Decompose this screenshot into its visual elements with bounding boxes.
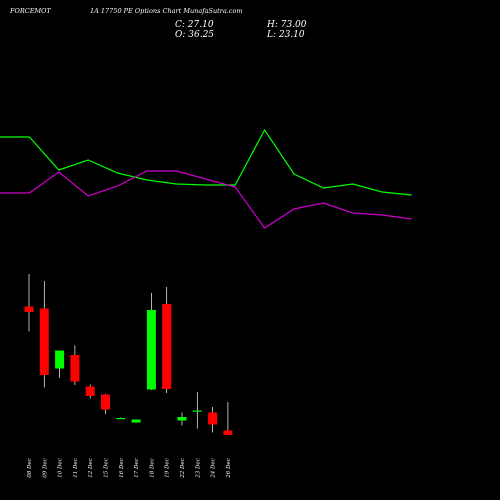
candle-body <box>162 304 172 389</box>
x-tick-label: 12 Dec <box>88 458 94 478</box>
x-tick-label: 18 Dec <box>149 458 155 478</box>
candle <box>24 274 34 332</box>
candle-body <box>223 430 233 435</box>
indicator-line-2 <box>0 170 412 229</box>
x-tick-label: 24 Dec <box>211 458 217 479</box>
x-tick-label: 09 Dec <box>42 458 48 478</box>
x-tick-label: 26 Dec <box>226 458 232 479</box>
x-tick-label: 11 Dec <box>73 458 79 478</box>
candle-body <box>146 310 156 390</box>
chart-symbol: FORCEMOT <box>10 7 51 15</box>
x-tick-label: 19 Dec <box>165 458 171 478</box>
candle <box>177 412 187 426</box>
candle-body <box>70 355 80 382</box>
x-tick-label: 15 Dec <box>104 458 110 478</box>
x-tick-label: 08 Dec <box>27 458 33 478</box>
candle <box>192 392 202 429</box>
candle-body <box>131 419 141 423</box>
indicator-line-1 <box>0 128 412 196</box>
candle-body <box>39 308 49 375</box>
candle-body <box>55 350 65 369</box>
candle <box>101 394 110 414</box>
x-tick-label: 17 Dec <box>134 458 140 478</box>
candle <box>208 407 218 433</box>
candle <box>131 419 141 423</box>
candle-body <box>177 417 187 421</box>
close-value: C: 27.10 <box>175 20 214 30</box>
candle <box>116 417 126 420</box>
indicator-lines <box>0 128 412 229</box>
x-tick-label: 22 Dec <box>180 458 186 479</box>
high-value: H: 73.00 <box>267 20 307 30</box>
candle-body <box>24 306 34 312</box>
candlesticks <box>24 274 233 435</box>
chart-description: 1A 17750 PE Options Chart MunafaSutra.co… <box>90 7 243 15</box>
x-axis: 08 Dec 09 Dec 10 Dec 11 Dec 12 Dec 15 Dec 16 D… <box>27 458 232 479</box>
candle <box>162 287 172 393</box>
candle-body <box>85 386 95 396</box>
candle <box>223 402 233 435</box>
candle <box>146 293 156 390</box>
x-tick-label: 23 Dec <box>195 458 201 479</box>
low-value: L: 23.10 <box>267 30 305 40</box>
candle <box>55 350 65 378</box>
candle-body <box>192 410 202 412</box>
x-tick-label: 16 Dec <box>119 458 125 478</box>
candle <box>85 384 95 399</box>
candle-body <box>208 412 218 425</box>
candle <box>70 345 80 385</box>
candle <box>39 281 49 388</box>
candle-body <box>116 418 126 420</box>
candle-body <box>101 394 110 410</box>
x-tick-label: 10 Dec <box>58 458 64 478</box>
open-value: O: 36.25 <box>175 30 215 40</box>
